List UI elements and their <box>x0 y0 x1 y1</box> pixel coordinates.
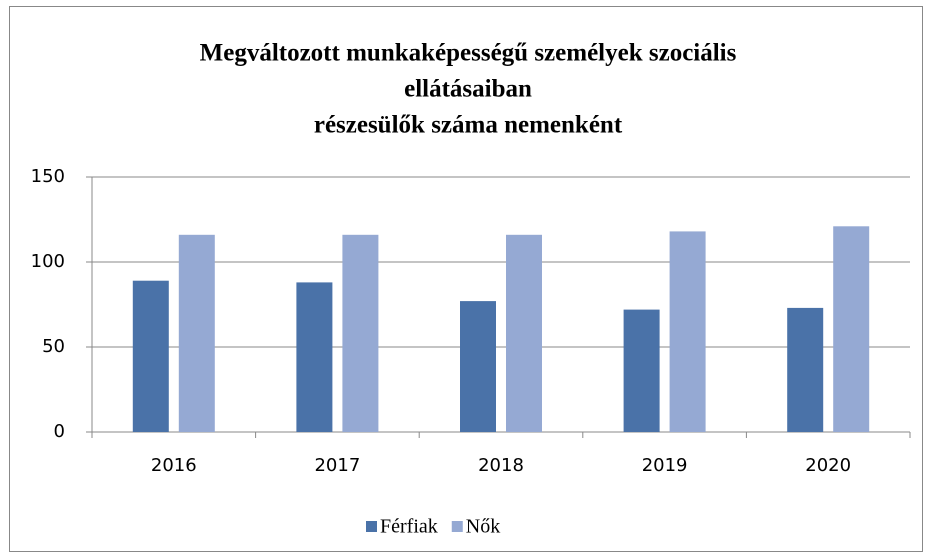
legend-label: Férfiak <box>380 516 438 538</box>
legend-swatch <box>451 521 463 532</box>
bar <box>342 234 379 432</box>
legend-label: Nők <box>466 516 500 538</box>
x-tick-label: 2017 <box>314 455 360 476</box>
x-tick-label: 2020 <box>805 455 851 476</box>
x-tick-label: 2016 <box>151 455 197 476</box>
bar <box>506 234 542 432</box>
y-tick-label: 150 <box>31 166 65 187</box>
y-tick-label: 100 <box>31 251 65 272</box>
bar <box>669 231 706 432</box>
chart-title: részesülők száma nemenként <box>314 112 623 139</box>
bar <box>178 234 215 432</box>
bar <box>787 307 824 432</box>
legend-swatch <box>366 521 377 532</box>
bar <box>833 226 870 432</box>
bar <box>296 282 333 432</box>
bar <box>132 280 169 432</box>
bar <box>623 309 660 432</box>
x-tick-label: 2019 <box>642 455 688 476</box>
y-tick-label: 0 <box>54 421 65 442</box>
y-tick-label: 50 <box>42 336 65 357</box>
bar <box>460 301 496 432</box>
chart-title: ellátásaiban <box>404 76 532 103</box>
chart-title: Megváltozott munkaképességű személyek sz… <box>200 40 737 67</box>
x-tick-label: 2018 <box>478 455 524 476</box>
chart-frame <box>9 6 923 552</box>
